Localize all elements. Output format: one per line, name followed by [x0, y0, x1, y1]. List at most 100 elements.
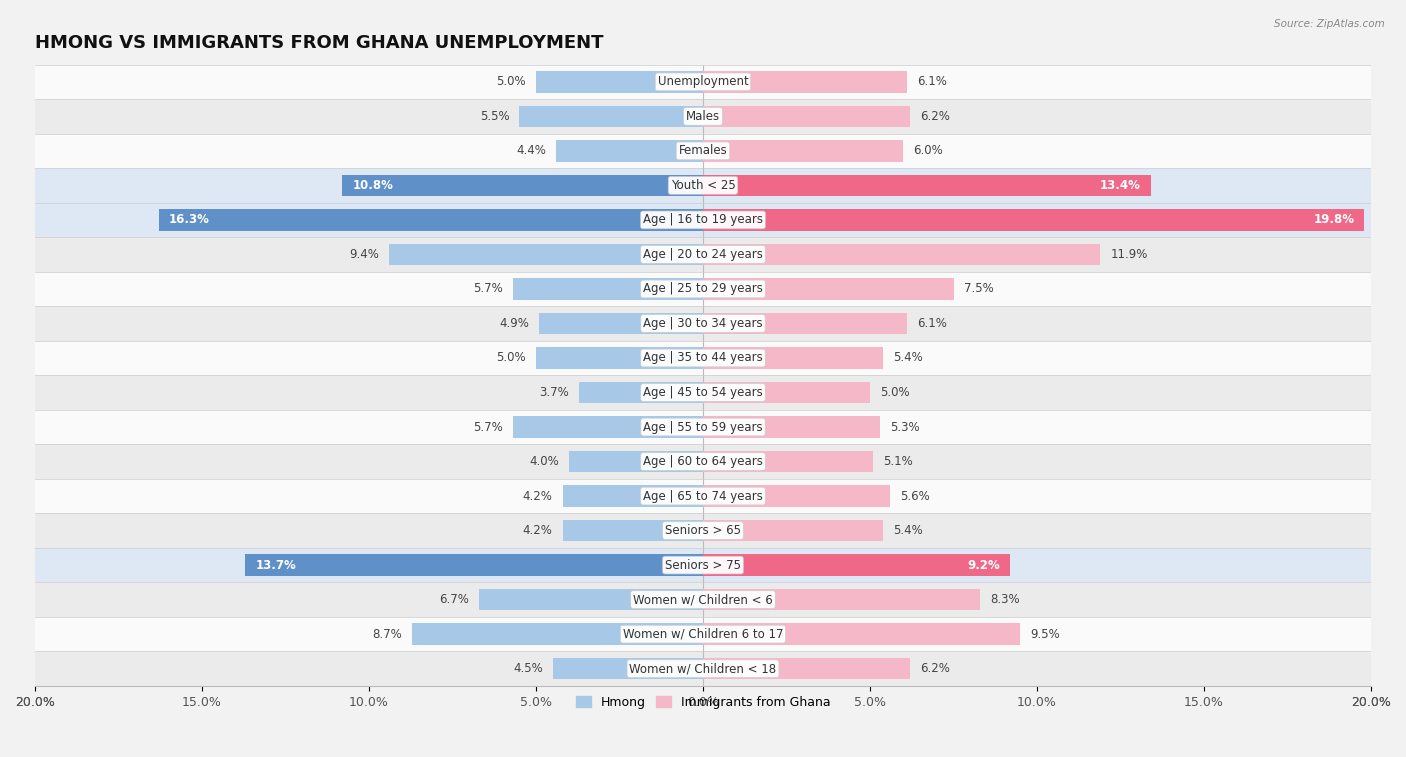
Text: 5.0%: 5.0%: [496, 76, 526, 89]
Bar: [35, 375, 1371, 410]
Text: 6.0%: 6.0%: [914, 145, 943, 157]
Text: Age | 16 to 19 years: Age | 16 to 19 years: [643, 213, 763, 226]
Text: Age | 65 to 74 years: Age | 65 to 74 years: [643, 490, 763, 503]
Bar: [703, 554, 1011, 576]
Text: 13.4%: 13.4%: [1099, 179, 1140, 192]
Bar: [703, 313, 907, 334]
Bar: [389, 244, 703, 265]
Text: Seniors > 65: Seniors > 65: [665, 524, 741, 537]
Text: 6.7%: 6.7%: [439, 593, 470, 606]
Text: 9.2%: 9.2%: [967, 559, 1000, 572]
Bar: [562, 485, 703, 506]
Bar: [569, 451, 703, 472]
Bar: [342, 175, 703, 196]
Bar: [579, 382, 703, 403]
Text: 7.5%: 7.5%: [963, 282, 993, 295]
Bar: [703, 589, 980, 610]
Bar: [703, 485, 890, 506]
Bar: [703, 209, 1364, 231]
Bar: [35, 203, 1371, 237]
Bar: [703, 279, 953, 300]
Text: 5.0%: 5.0%: [496, 351, 526, 364]
Bar: [35, 168, 1371, 203]
Bar: [35, 548, 1371, 582]
Text: Source: ZipAtlas.com: Source: ZipAtlas.com: [1274, 19, 1385, 29]
Bar: [35, 617, 1371, 651]
Text: 5.4%: 5.4%: [893, 524, 924, 537]
Text: Unemployment: Unemployment: [658, 76, 748, 89]
Text: 5.3%: 5.3%: [890, 421, 920, 434]
Bar: [35, 64, 1371, 99]
Text: 20.0%: 20.0%: [1351, 696, 1391, 709]
Bar: [35, 444, 1371, 479]
Text: Women w/ Children 6 to 17: Women w/ Children 6 to 17: [623, 628, 783, 640]
Text: 6.1%: 6.1%: [917, 76, 946, 89]
Bar: [703, 106, 910, 127]
Bar: [703, 658, 910, 679]
Text: 5.5%: 5.5%: [479, 110, 509, 123]
Bar: [35, 651, 1371, 686]
Legend: Hmong, Immigrants from Ghana: Hmong, Immigrants from Ghana: [571, 691, 835, 714]
Text: 20.0%: 20.0%: [15, 696, 55, 709]
Text: 4.9%: 4.9%: [499, 317, 529, 330]
Text: Age | 20 to 24 years: Age | 20 to 24 years: [643, 248, 763, 261]
Bar: [35, 272, 1371, 307]
Bar: [513, 416, 703, 438]
Text: Age | 30 to 34 years: Age | 30 to 34 years: [643, 317, 763, 330]
Bar: [703, 175, 1150, 196]
Bar: [703, 520, 883, 541]
Text: 5.7%: 5.7%: [472, 282, 502, 295]
Bar: [553, 658, 703, 679]
Text: 5.7%: 5.7%: [472, 421, 502, 434]
Text: 5.0%: 5.0%: [880, 386, 910, 399]
Bar: [35, 134, 1371, 168]
Text: 4.2%: 4.2%: [523, 524, 553, 537]
Bar: [513, 279, 703, 300]
Bar: [703, 451, 873, 472]
Bar: [540, 313, 703, 334]
Bar: [536, 347, 703, 369]
Text: Women w/ Children < 6: Women w/ Children < 6: [633, 593, 773, 606]
Bar: [35, 410, 1371, 444]
Text: Seniors > 75: Seniors > 75: [665, 559, 741, 572]
Text: 9.4%: 9.4%: [349, 248, 380, 261]
Bar: [703, 416, 880, 438]
Bar: [703, 624, 1021, 645]
Text: Females: Females: [679, 145, 727, 157]
Text: 5.6%: 5.6%: [900, 490, 929, 503]
Text: 8.7%: 8.7%: [373, 628, 402, 640]
Bar: [159, 209, 703, 231]
Bar: [35, 307, 1371, 341]
Bar: [555, 140, 703, 161]
Bar: [703, 140, 904, 161]
Text: 13.7%: 13.7%: [256, 559, 297, 572]
Text: 3.7%: 3.7%: [540, 386, 569, 399]
Text: Youth < 25: Youth < 25: [671, 179, 735, 192]
Bar: [246, 554, 703, 576]
Text: 6.2%: 6.2%: [920, 662, 950, 675]
Text: Males: Males: [686, 110, 720, 123]
Bar: [703, 71, 907, 92]
Bar: [35, 237, 1371, 272]
Bar: [35, 99, 1371, 134]
Text: 5.4%: 5.4%: [893, 351, 924, 364]
Bar: [35, 341, 1371, 375]
Text: 8.3%: 8.3%: [990, 593, 1019, 606]
Text: 19.8%: 19.8%: [1313, 213, 1354, 226]
Bar: [35, 513, 1371, 548]
Text: HMONG VS IMMIGRANTS FROM GHANA UNEMPLOYMENT: HMONG VS IMMIGRANTS FROM GHANA UNEMPLOYM…: [35, 34, 603, 52]
Bar: [519, 106, 703, 127]
Bar: [35, 582, 1371, 617]
Text: Age | 45 to 54 years: Age | 45 to 54 years: [643, 386, 763, 399]
Text: 5.1%: 5.1%: [883, 455, 912, 468]
Bar: [703, 244, 1101, 265]
Bar: [703, 347, 883, 369]
Bar: [703, 382, 870, 403]
Text: 4.5%: 4.5%: [513, 662, 543, 675]
Text: Age | 55 to 59 years: Age | 55 to 59 years: [643, 421, 763, 434]
Text: 6.2%: 6.2%: [920, 110, 950, 123]
Text: 6.1%: 6.1%: [917, 317, 946, 330]
Bar: [412, 624, 703, 645]
Bar: [536, 71, 703, 92]
Text: Age | 25 to 29 years: Age | 25 to 29 years: [643, 282, 763, 295]
